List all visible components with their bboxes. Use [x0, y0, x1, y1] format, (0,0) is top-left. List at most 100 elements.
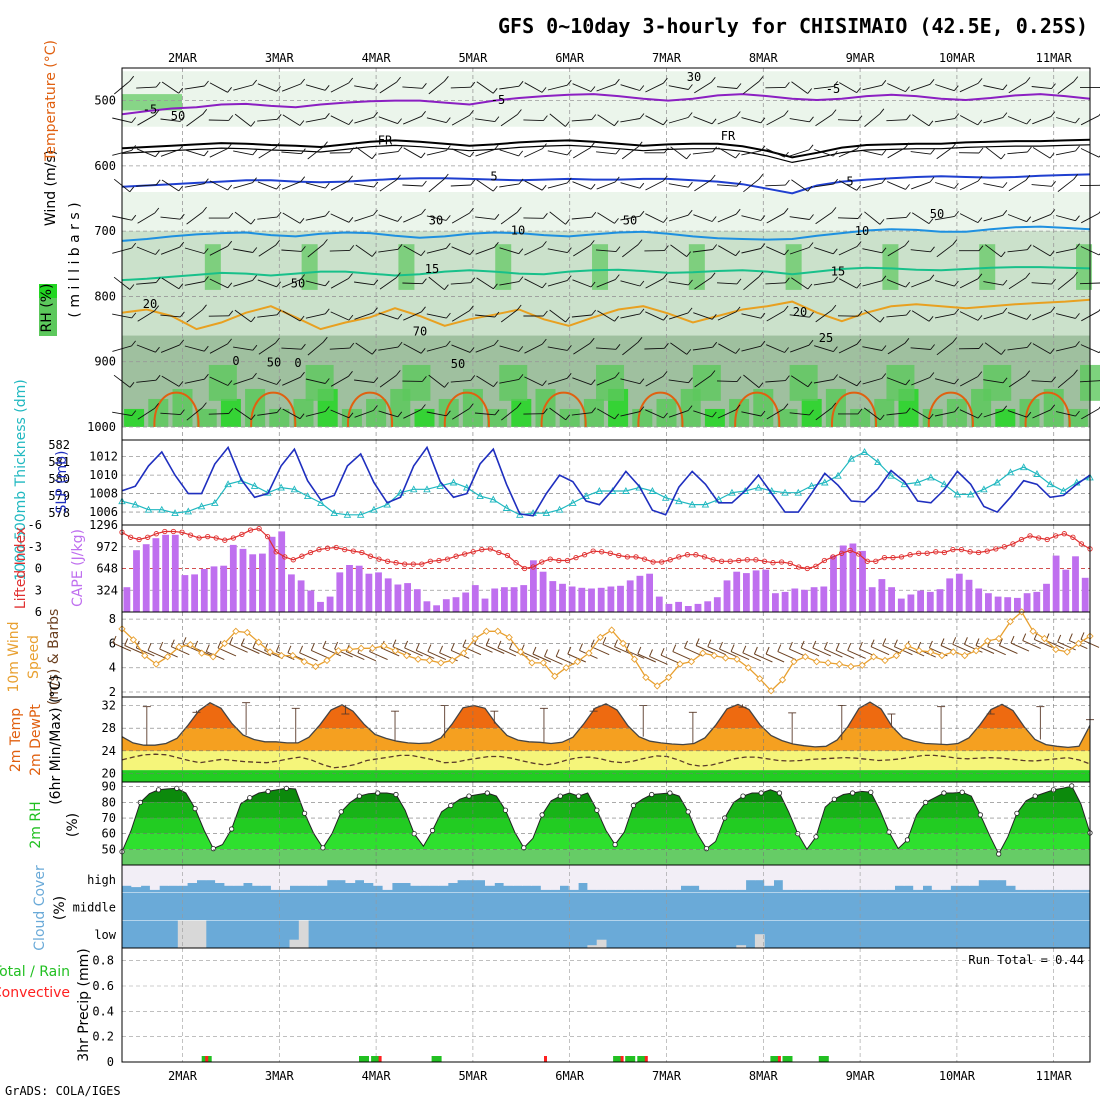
wind-speed-marker	[551, 672, 559, 680]
wind-barb-flag	[1075, 313, 1080, 319]
thickness-marker	[807, 481, 816, 489]
wind10m-barb-flag	[404, 640, 409, 649]
wind-barb	[499, 281, 520, 286]
cloud-low-bar	[187, 920, 197, 948]
cloud-high-clear	[485, 865, 495, 886]
wind-barb-flag	[445, 215, 451, 221]
cloud-high-clear	[736, 865, 747, 890]
wind-speed-marker	[744, 664, 752, 672]
wind-barb	[743, 374, 760, 388]
wind-barb-flag	[228, 408, 234, 414]
wind-speed-marker	[323, 656, 331, 665]
wind-speed-marker	[1063, 648, 1071, 656]
wind-barb-flag	[639, 182, 645, 189]
rh-marker	[685, 809, 691, 815]
wind-barb-flag	[905, 379, 911, 386]
wind-barb-flag	[371, 348, 377, 355]
wind-barb	[959, 409, 979, 419]
cloud-high-clear	[829, 865, 840, 890]
cloud-high-clear	[475, 865, 486, 881]
wind-barb	[426, 313, 447, 319]
wind10m-barb	[217, 647, 237, 657]
wind-tick: 6	[109, 636, 116, 650]
wind-barb	[402, 86, 423, 89]
wind-barb	[428, 178, 445, 193]
wind-barb-flag	[832, 150, 838, 157]
wind-barb-flag	[420, 250, 426, 256]
wind-barb-flag	[371, 251, 377, 257]
wind-barb	[622, 244, 639, 258]
wind-barb-flag	[785, 277, 790, 284]
wind-barb	[597, 114, 615, 127]
wind-barb-flag	[202, 109, 208, 115]
rh-blob	[874, 398, 895, 427]
isotherm-line	[121, 93, 1091, 116]
wind-barb	[1031, 184, 1052, 187]
wind-barb-flag	[906, 114, 911, 120]
li-marker	[376, 556, 382, 562]
wind10m-barb	[695, 645, 715, 654]
wind10m-barb-flag	[415, 643, 420, 651]
rh-blob	[777, 408, 798, 427]
wind10m-barb	[719, 648, 738, 658]
cape-bar	[568, 586, 576, 612]
rh-marker	[484, 790, 490, 796]
thickness-marker	[171, 509, 179, 517]
rh-contour-label: 30	[687, 70, 701, 84]
contour-label: FR	[378, 133, 393, 147]
cape-bar	[375, 572, 382, 612]
cloud-low-bar	[196, 920, 207, 948]
wind-barb	[233, 150, 253, 156]
wind10m-barb	[730, 651, 750, 661]
wind-barb	[766, 246, 785, 256]
wind-barb-flag	[204, 276, 209, 282]
wind10m-barb	[415, 649, 435, 659]
cloud-high-clear	[578, 865, 588, 883]
wind10m-barb	[229, 643, 248, 653]
wind10m-barb	[754, 653, 773, 663]
wind-barb	[354, 116, 374, 124]
wind-barb-flag	[324, 280, 330, 287]
cloud-high-clear	[708, 865, 719, 890]
wind-speed-marker	[1006, 617, 1014, 626]
wind-barb-flag	[977, 371, 983, 377]
wind-barb-flag	[710, 272, 716, 279]
li-marker	[264, 533, 271, 540]
cape-bar	[1043, 583, 1050, 612]
wind-speed-marker	[949, 648, 957, 656]
wind10m-ylabel-a: 10m Wind	[6, 621, 22, 692]
cloud-high-clear	[261, 865, 272, 886]
contour-label: -5	[491, 93, 505, 107]
thickness-marker	[940, 480, 948, 488]
wind-barb-flag	[1026, 342, 1032, 348]
wind-barb	[983, 183, 1004, 188]
wind-speed-marker	[972, 647, 980, 655]
wind-barb	[595, 249, 617, 253]
rh-marker	[539, 812, 545, 818]
wind-barb	[426, 247, 447, 254]
wind-barb	[186, 309, 203, 323]
cloud-high-clear	[727, 865, 737, 890]
wind10m-barb-flag	[870, 639, 875, 647]
thickness-marker	[781, 488, 789, 496]
wind-barb	[1057, 178, 1074, 192]
cloud-high-clear	[205, 865, 216, 881]
wind10m-barb-flag	[707, 639, 712, 647]
wind-barb	[693, 410, 713, 418]
wind10m-barb	[1022, 640, 1041, 650]
wind-barb	[426, 150, 447, 156]
wind-barb	[330, 213, 350, 223]
wind-barb-flag	[615, 148, 621, 155]
thickness-marker	[542, 509, 551, 517]
wind-barb	[813, 281, 834, 286]
wind-barb	[354, 379, 374, 383]
wind10m-barb-flag	[485, 638, 490, 646]
rh2m-ylabel: 2m RH	[28, 801, 44, 848]
cape-bar	[849, 543, 857, 612]
wind10m-barb-flag	[719, 641, 723, 650]
wind-barb-flag	[977, 175, 983, 182]
wind-speed-marker	[699, 649, 707, 657]
cape-bar	[259, 553, 266, 612]
wind-barb	[137, 408, 155, 420]
wind-barb-flag	[856, 87, 862, 93]
